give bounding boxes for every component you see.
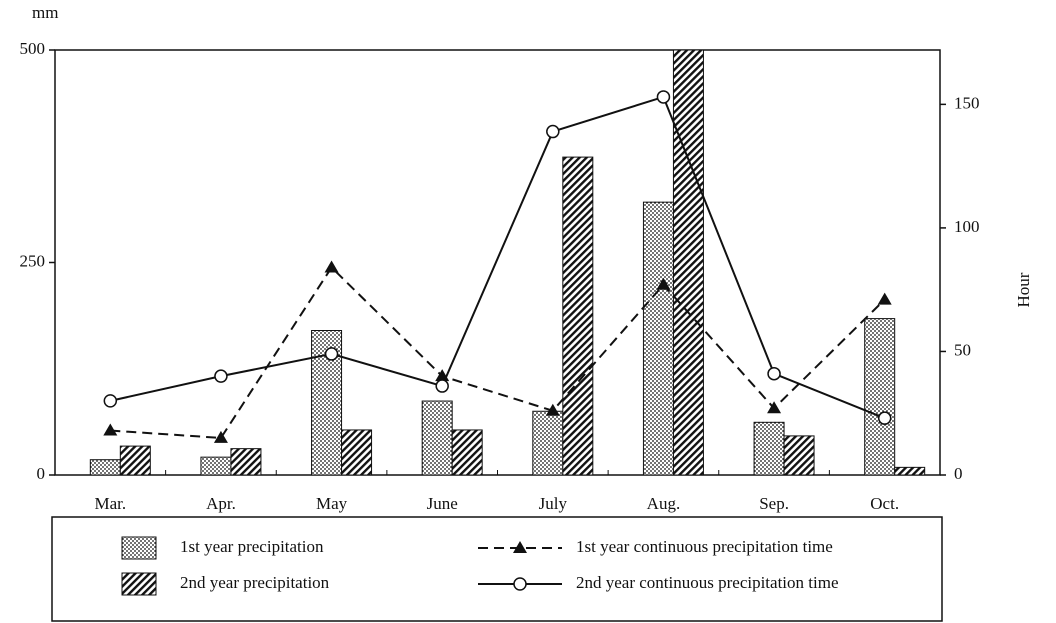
legend-swatch [121, 572, 157, 596]
x-tick-label: July [539, 494, 568, 513]
bar [230, 448, 262, 476]
point [324, 260, 339, 273]
bar [672, 49, 704, 476]
plot-frame [54, 49, 941, 476]
y-tick-label: 250 [20, 251, 46, 270]
legend-label: 1st year precipitation [180, 537, 324, 556]
bar [119, 445, 151, 476]
point [214, 369, 228, 383]
x-tick-label: Sep. [759, 494, 789, 513]
line [110, 265, 886, 439]
line [110, 95, 886, 420]
bar [864, 318, 896, 476]
bar [89, 459, 121, 476]
bar [753, 421, 785, 476]
x-tick-label: Oct. [870, 494, 899, 513]
y-tick-label: 500 [20, 39, 46, 58]
point [767, 401, 782, 414]
legend-swatch [121, 536, 157, 560]
x-tick-label: Aug. [647, 494, 681, 513]
y2-axis-label: Hour [1014, 272, 1033, 307]
point [103, 423, 118, 436]
bar [421, 400, 453, 476]
legend-label: 1st year continuous precipitation time [576, 537, 833, 556]
legend-box [51, 516, 943, 622]
x-tick-label: May [316, 494, 348, 513]
point [545, 403, 560, 416]
point [877, 411, 892, 425]
legend-label: 2nd year precipitation [180, 573, 330, 592]
bar [451, 429, 483, 476]
x-tick-label: Apr. [206, 494, 236, 513]
bar [642, 201, 674, 476]
y2-tick-label: 0 [954, 464, 963, 483]
bar [341, 429, 373, 476]
y2-tick-label: 150 [954, 93, 980, 112]
y-axis-label: mm [32, 3, 58, 22]
point [103, 394, 118, 408]
bar [532, 410, 564, 476]
y-tick-label: 0 [37, 464, 46, 483]
point [877, 292, 892, 305]
point [546, 124, 560, 139]
x-tick-label: Mar. [94, 494, 126, 513]
bar [562, 156, 594, 476]
x-tick-label: June [427, 494, 458, 513]
bar [783, 435, 815, 476]
point [767, 366, 781, 381]
point [213, 430, 228, 443]
bar [894, 466, 926, 476]
legend-label: 2nd year continuous precipitation time [576, 573, 839, 592]
point [435, 379, 449, 393]
point [656, 90, 671, 104]
legend-marker [513, 541, 527, 553]
bar [200, 456, 232, 476]
y2-tick-label: 50 [954, 340, 971, 359]
legend-marker [513, 577, 527, 591]
point [324, 347, 339, 361]
y2-tick-label: 100 [954, 217, 980, 236]
point [656, 277, 671, 290]
